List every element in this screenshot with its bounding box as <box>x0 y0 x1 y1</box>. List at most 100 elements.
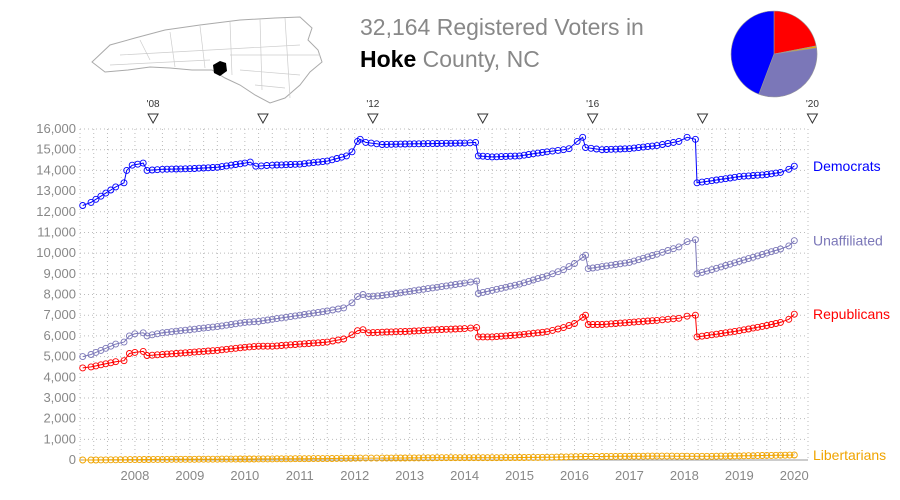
x-tick-label: 2009 <box>175 468 204 483</box>
data-point <box>424 454 432 462</box>
pie-slice-republicans <box>773 10 817 55</box>
data-point <box>177 165 185 173</box>
data-point <box>172 350 180 357</box>
hoke-county-highlight <box>213 61 227 76</box>
data-point <box>538 273 546 281</box>
data-point <box>612 452 620 460</box>
data-point <box>607 261 615 269</box>
data-point <box>158 455 166 463</box>
data-point <box>635 256 643 264</box>
data-point <box>520 279 528 287</box>
data-point <box>488 333 496 341</box>
chart-title-line2: Hoke County, NC <box>360 46 690 73</box>
data-point <box>644 317 652 325</box>
data-point <box>493 153 501 161</box>
data-point <box>644 452 652 460</box>
data-point <box>740 256 748 264</box>
election-marker-icon <box>257 113 269 125</box>
data-point <box>582 453 589 460</box>
data-point <box>263 162 271 169</box>
data-point <box>786 451 794 459</box>
data-point <box>703 332 711 339</box>
data-point <box>731 327 739 335</box>
data-point <box>209 323 217 331</box>
data-point <box>310 159 317 167</box>
data-point <box>502 152 510 160</box>
data-point <box>223 455 230 463</box>
data-point <box>472 138 480 146</box>
data-point <box>516 152 523 160</box>
data-point <box>484 333 491 341</box>
data-point <box>333 155 341 162</box>
data-point <box>429 454 437 462</box>
data-point <box>168 350 176 358</box>
data-point <box>484 287 491 295</box>
data-point <box>625 145 633 153</box>
data-point <box>731 259 739 267</box>
data-point <box>669 315 677 323</box>
data-point <box>300 455 308 463</box>
data-point <box>717 263 725 271</box>
data-point <box>273 455 281 463</box>
data-point <box>612 320 620 327</box>
data-point <box>616 145 624 153</box>
data-point <box>511 454 519 462</box>
data-point <box>139 159 147 167</box>
data-point <box>675 243 683 251</box>
data-point <box>573 137 581 145</box>
data-point <box>232 320 240 328</box>
data-point <box>268 315 276 323</box>
data-point <box>433 454 441 462</box>
data-point <box>232 161 240 168</box>
data-point <box>319 158 327 166</box>
data-point <box>181 455 189 463</box>
party-pie-chart <box>730 10 818 98</box>
data-point <box>140 456 148 463</box>
data-point <box>772 246 780 254</box>
data-point <box>722 329 730 337</box>
election-label: '16 <box>586 99 599 110</box>
data-point <box>149 455 157 463</box>
data-point <box>639 254 647 262</box>
data-point <box>282 313 290 321</box>
data-point <box>291 455 299 463</box>
data-point <box>717 175 725 183</box>
data-point <box>287 313 295 321</box>
data-point <box>562 453 570 461</box>
data-point <box>195 164 203 172</box>
data-point <box>708 452 716 460</box>
data-point <box>319 338 327 346</box>
data-point <box>328 455 336 462</box>
data-point <box>698 178 706 186</box>
data-point <box>735 452 743 460</box>
data-point <box>698 332 706 340</box>
data-point <box>529 453 537 461</box>
data-point <box>433 283 441 291</box>
data-point <box>722 452 730 460</box>
data-point <box>571 320 578 327</box>
data-point <box>369 329 377 337</box>
data-point <box>209 455 217 463</box>
data-point <box>153 330 161 338</box>
data-point <box>356 135 364 143</box>
data-point <box>200 347 208 355</box>
data-point <box>612 261 620 268</box>
data-point <box>131 456 139 464</box>
data-point <box>525 277 533 285</box>
data-point <box>337 454 345 462</box>
data-point <box>120 179 128 187</box>
data-point <box>102 456 110 464</box>
data-point <box>401 328 409 335</box>
data-point <box>717 330 725 337</box>
data-point <box>410 327 418 335</box>
data-point <box>218 455 226 463</box>
data-point <box>777 168 784 176</box>
data-point <box>383 140 391 148</box>
data-point <box>278 342 285 349</box>
election-marker-icon <box>476 113 489 125</box>
data-point <box>429 140 437 148</box>
data-point <box>502 454 510 462</box>
data-point <box>87 363 95 371</box>
data-point <box>387 328 395 336</box>
data-point <box>691 311 699 319</box>
